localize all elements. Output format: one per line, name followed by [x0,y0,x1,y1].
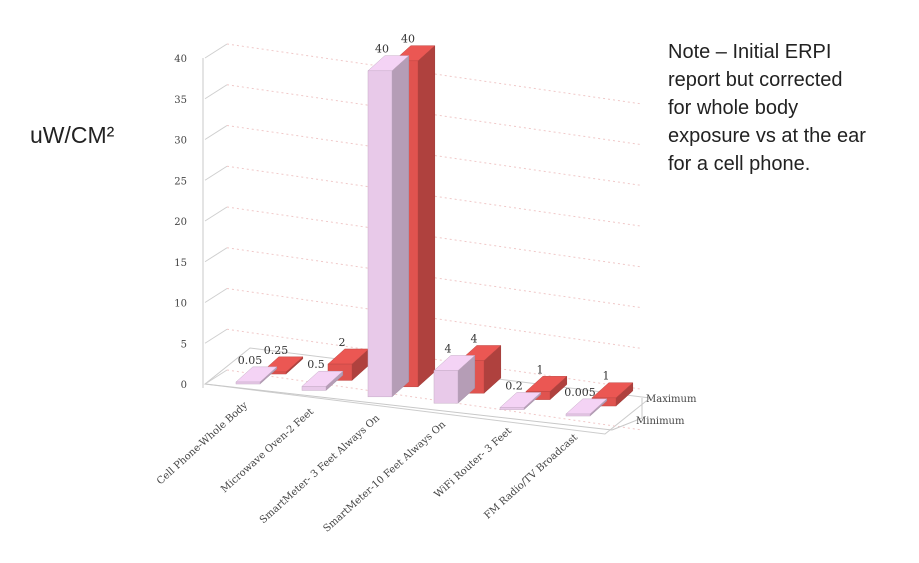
note-line: for a cell phone. [668,153,811,175]
x-tick-label: SmartMeter- 3 Feet Always On [258,412,382,526]
legend-label: Maximum [646,394,697,405]
y-tick-label: 30 [174,136,187,147]
y-tick-label: 35 [174,95,187,106]
y-tick-label: 15 [174,258,187,269]
bar-maximum-label: 40 [401,33,415,46]
bar-minimum-side [391,55,410,398]
note-line: for whole body [668,97,799,119]
gridline-side [204,165,228,181]
bar-minimum-label: 40 [375,43,389,56]
gridline-side [204,84,228,100]
bar-maximum-label: 2 [339,336,346,349]
bar-minimum [499,407,525,410]
x-tick-label: WiFi Router- 3 Feet [433,426,514,501]
y-tick-label: 5 [181,339,187,350]
gridline-side [204,206,228,222]
gridline-side [204,247,228,263]
bar-maximum-side [417,45,436,388]
y-axis-label: uW/CM² [30,122,115,148]
gridline-side [204,43,228,59]
note-text: Note – Initial ERPI report but corrected… [668,38,918,178]
note-line: report but corrected [668,69,843,91]
bar-minimum-label: 4 [445,342,452,355]
y-tick-label: 20 [174,217,187,228]
y-tick-label: 0 [181,380,187,391]
bar-minimum-label: 0.2 [505,379,523,392]
gridline-side [204,288,228,303]
bar-minimum-label: 0.005 [564,386,596,399]
bar-minimum [235,381,261,385]
bar-minimum-label: 0.5 [307,358,325,371]
bar-maximum-label: 1 [603,370,610,383]
y-tick-label: 25 [174,176,187,187]
bar-maximum-label: 0.25 [264,344,289,357]
bar-minimum [367,70,393,398]
bar-minimum [433,370,459,404]
note-line: exposure vs at the ear [668,125,866,147]
bar-minimum-label: 0.05 [238,354,263,367]
y-tick-label: 40 [174,54,187,65]
x-tick-label: SmartMeter-10 Feet Always On [322,419,449,535]
legend-label: Minimum [636,416,685,427]
bar-minimum [565,413,591,417]
note-line: Note – Initial ERPI [668,41,832,63]
gridline-side [204,369,228,385]
y-tick-label: 10 [174,299,187,310]
x-axis-line [204,383,613,431]
bar-minimum [301,386,327,391]
gridline-side [204,328,228,344]
gridline-side [204,125,228,140]
bar-maximum-label: 4 [471,332,478,345]
bar-maximum-label: 1 [537,363,544,376]
chart-floor [203,347,652,435]
floor-edge [611,417,643,431]
